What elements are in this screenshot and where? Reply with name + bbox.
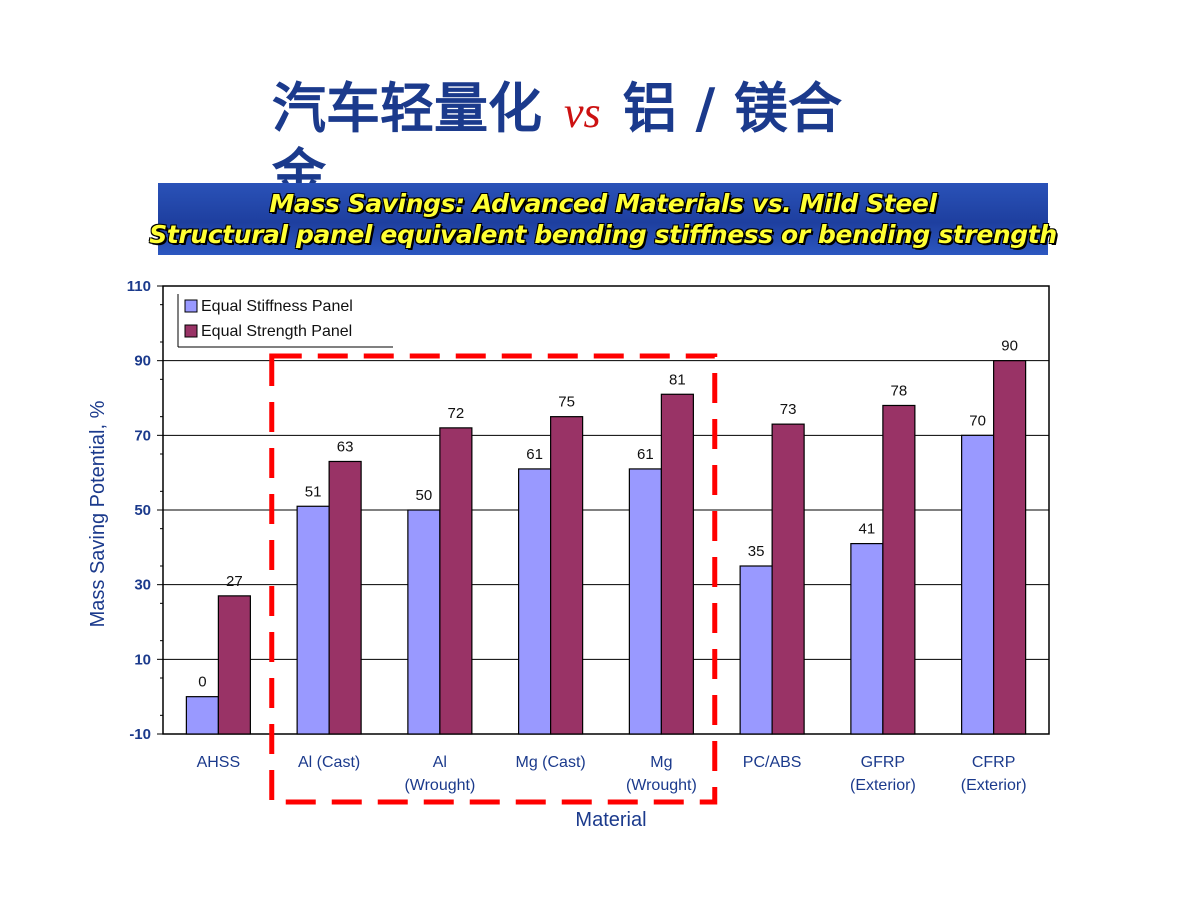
bar-strength: [993, 360, 1027, 735]
y-tick-label: 50: [134, 502, 151, 519]
bar-strength: [882, 404, 916, 735]
data-label: 0: [198, 674, 206, 691]
highlight-dashed-box: [269, 353, 718, 805]
legend-label-strength: Equal Strength Panel: [201, 323, 352, 340]
data-label: 81: [669, 371, 686, 388]
bar-stiffness: [628, 468, 662, 735]
x-category-label: Mg (Cast): [516, 754, 586, 771]
x-category-label: PC/ABS: [743, 754, 802, 771]
y-tick-label: 30: [134, 577, 151, 594]
x-category-label: Al: [433, 754, 447, 771]
x-category-label: (Exterior): [850, 777, 916, 794]
bar-strength: [328, 460, 362, 735]
x-category-label: CFRP: [972, 754, 1016, 771]
data-label: 90: [1001, 338, 1018, 355]
legend-swatch-strength: [184, 324, 198, 338]
bar-stiffness: [185, 696, 219, 735]
title-vs: vs: [564, 88, 601, 137]
y-tick-label: 90: [134, 353, 151, 370]
banner-line-2: Structural panel equivalent bending stif…: [149, 220, 1057, 249]
data-label: 63: [337, 438, 354, 455]
bar-stiffness: [296, 505, 330, 735]
x-category-label: Al (Cast): [298, 754, 360, 771]
legend-swatch-stiffness: [184, 299, 198, 313]
x-category-label: (Wrought): [404, 777, 475, 794]
x-category-label: GFRP: [861, 754, 905, 771]
data-label: 75: [558, 394, 575, 411]
bar-stiffness: [407, 509, 441, 735]
bar-strength: [771, 423, 805, 735]
bar-strength: [217, 595, 251, 735]
slide-title: 汽车轻量化 vs 铝 / 镁合金: [272, 78, 872, 206]
x-category-label: (Wrought): [626, 777, 697, 794]
x-axis-title: Material: [575, 809, 646, 831]
y-tick-label: -10: [129, 726, 151, 743]
legend-label-stiffness: Equal Stiffness Panel: [201, 298, 353, 315]
data-label: 51: [305, 483, 322, 500]
data-label: 61: [637, 446, 654, 463]
data-label: 70: [969, 412, 986, 429]
data-label: 50: [416, 487, 433, 504]
y-tick-label: 110: [127, 278, 151, 295]
x-category-label: AHSS: [197, 754, 241, 771]
bar-stiffness: [961, 434, 995, 735]
bar-stiffness: [739, 565, 773, 735]
bar-stiffness: [850, 542, 884, 735]
title-part1: 汽车轻量化: [272, 77, 542, 140]
y-tick-label: 70: [134, 427, 151, 444]
data-label: 73: [780, 401, 797, 418]
x-category-label: (Exterior): [961, 777, 1027, 794]
data-label: 27: [226, 573, 243, 590]
data-label: 41: [859, 521, 876, 538]
bar-strength: [660, 393, 694, 735]
bar-strength: [439, 427, 473, 735]
y-axis-title: Mass Saving Potential, %: [87, 400, 109, 627]
data-label: 78: [891, 382, 908, 399]
x-category-label: Mg: [650, 754, 672, 771]
bar-strength: [550, 416, 584, 735]
data-label: 72: [448, 405, 465, 422]
bar-stiffness: [518, 468, 552, 735]
data-label: 61: [526, 446, 543, 463]
banner-line-1: Mass Savings: Advanced Materials vs. Mil…: [269, 189, 937, 218]
data-label: 35: [748, 543, 765, 560]
chart-banner: Mass Savings: Advanced Materials vs. Mil…: [149, 183, 1057, 255]
y-tick-label: 10: [134, 651, 151, 668]
